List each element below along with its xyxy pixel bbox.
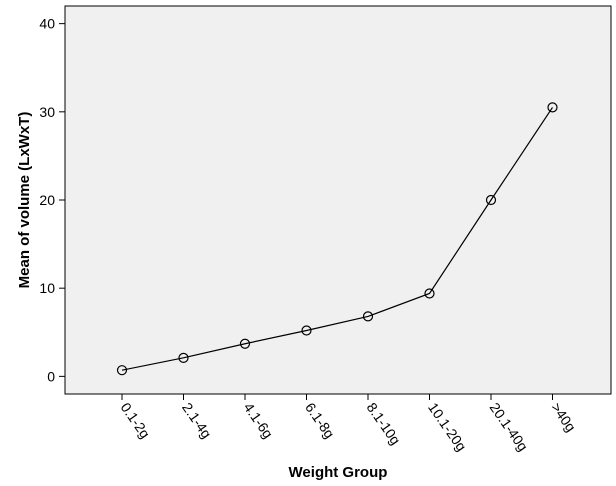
data-point — [362, 311, 374, 322]
data-point — [301, 325, 312, 336]
x-tick-label: 0.1-2g — [118, 400, 154, 442]
data-point — [178, 352, 189, 363]
series-line — [116, 102, 558, 376]
data-point — [424, 288, 435, 299]
x-axis-title: Weight Group — [289, 464, 388, 481]
y-tick-label: 10 — [39, 280, 55, 296]
data-point — [116, 365, 128, 376]
y-tick-label: 40 — [39, 16, 55, 32]
x-axis: 0.1-2g 2.1-4g 4.1-6g 6.1-8g 8.1-10g 10.1-20g 2… — [118, 394, 579, 454]
y-axis-title: Mean of volume (LxWxT) — [16, 112, 33, 289]
y-tick-label: 30 — [39, 104, 55, 120]
y-axis: 0 10 20 30 40 — [39, 16, 65, 384]
series-path — [121, 107, 553, 371]
y-tick-label: 20 — [39, 192, 55, 208]
data-point — [547, 102, 558, 113]
x-tick-label: 20.1-40g — [487, 400, 532, 454]
data-point — [485, 194, 497, 206]
data-point — [239, 338, 251, 349]
x-tick-label: 8.1-10g — [364, 400, 404, 448]
plot-area — [64, 5, 612, 395]
x-tick-label: 6.1-8g — [302, 400, 338, 442]
x-tick-label: 2.1-4g — [179, 400, 215, 442]
x-tick-label: 4.1-6g — [241, 400, 277, 442]
x-tick-label: 10.1-20g — [425, 400, 470, 454]
x-tick-label: >40g — [548, 400, 579, 435]
y-tick-label: 0 — [47, 368, 55, 384]
